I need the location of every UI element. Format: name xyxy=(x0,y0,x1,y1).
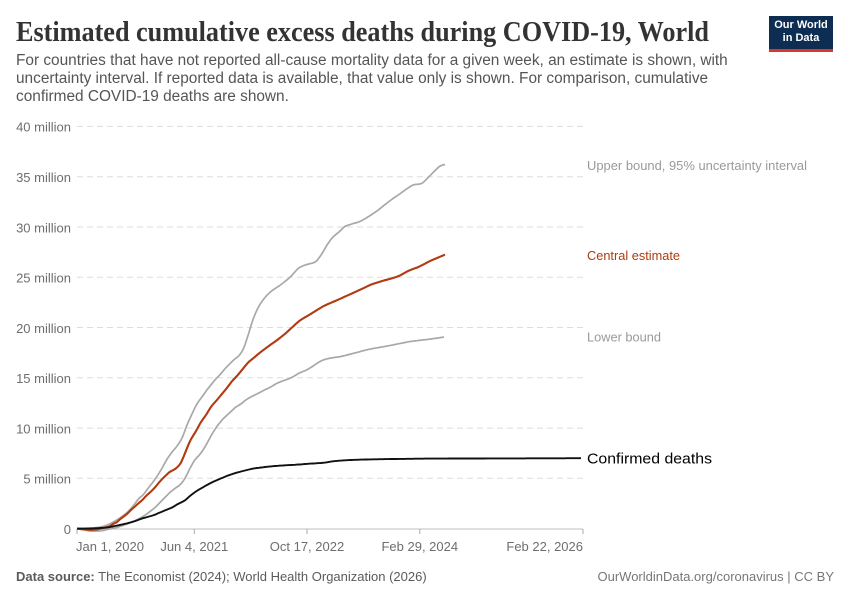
svg-text:0: 0 xyxy=(64,522,71,537)
svg-text:Confirmed deaths: Confirmed deaths xyxy=(587,451,712,468)
svg-text:25 million: 25 million xyxy=(16,271,71,286)
svg-text:20 million: 20 million xyxy=(16,321,71,336)
svg-text:Feb 22, 2026: Feb 22, 2026 xyxy=(506,539,583,554)
svg-text:Feb 29, 2024: Feb 29, 2024 xyxy=(381,539,458,554)
svg-text:Estimated cumulative excess de: Estimated cumulative excess deaths durin… xyxy=(16,16,709,48)
svg-text:Lower bound: Lower bound xyxy=(587,330,661,345)
svg-text:15 million: 15 million xyxy=(16,371,71,386)
svg-text:40 million: 40 million xyxy=(16,120,71,135)
svg-text:Oct 17, 2022: Oct 17, 2022 xyxy=(270,539,344,554)
svg-text:5 million: 5 million xyxy=(23,472,71,487)
svg-text:Upper bound, 95% uncertainty i: Upper bound, 95% uncertainty interval xyxy=(587,158,807,173)
svg-text:30 million: 30 million xyxy=(16,220,71,235)
svg-text:10 million: 10 million xyxy=(16,421,71,436)
svg-text:Jan 1, 2020: Jan 1, 2020 xyxy=(76,539,144,554)
svg-text:Jun 4, 2021: Jun 4, 2021 xyxy=(160,539,228,554)
svg-text:35 million: 35 million xyxy=(16,170,71,185)
svg-text:Central estimate: Central estimate xyxy=(587,248,680,263)
